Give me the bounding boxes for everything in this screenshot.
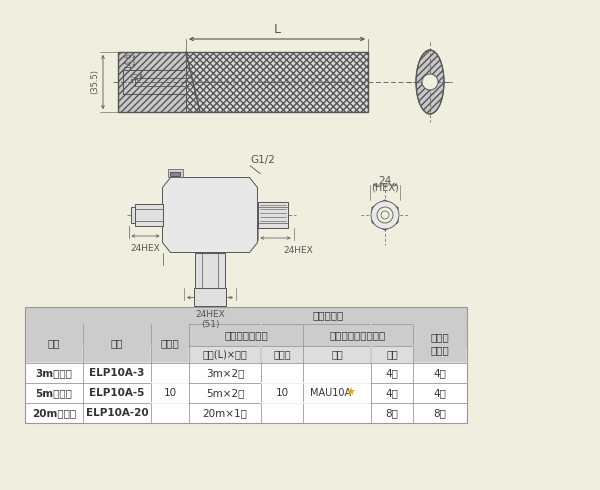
Text: 個数: 個数 bbox=[386, 349, 398, 360]
Text: 24HEX: 24HEX bbox=[131, 244, 160, 253]
Bar bbox=[134, 204, 163, 226]
Text: 5mパック: 5mパック bbox=[35, 388, 73, 398]
Bar bbox=[186, 52, 368, 112]
Text: (HEX): (HEX) bbox=[371, 182, 399, 192]
Bar bbox=[25, 324, 467, 346]
Bar bbox=[84, 308, 150, 362]
Bar bbox=[170, 172, 179, 175]
Text: 長さ(L)×本数: 長さ(L)×本数 bbox=[203, 349, 247, 360]
Polygon shape bbox=[167, 170, 182, 177]
Bar bbox=[257, 202, 287, 228]
Bar bbox=[25, 383, 467, 403]
Bar bbox=[25, 307, 467, 423]
Polygon shape bbox=[372, 200, 398, 230]
Circle shape bbox=[381, 211, 389, 219]
Text: 継手用
保温材: 継手用 保温材 bbox=[431, 332, 449, 355]
Bar bbox=[262, 308, 302, 323]
Text: 3mパック: 3mパック bbox=[35, 368, 73, 378]
Text: ユニオンアダプター: ユニオンアダプター bbox=[330, 330, 386, 340]
Text: MAU10A: MAU10A bbox=[310, 388, 352, 398]
Text: 14.6: 14.6 bbox=[124, 52, 133, 70]
Text: 名称: 名称 bbox=[48, 339, 60, 348]
Bar bbox=[118, 52, 368, 112]
Text: 保温厚: 保温厚 bbox=[273, 349, 291, 360]
Text: ★: ★ bbox=[345, 388, 355, 398]
Bar bbox=[26, 308, 82, 362]
Bar bbox=[152, 404, 188, 422]
Bar bbox=[195, 252, 225, 288]
Text: G1/2: G1/2 bbox=[250, 155, 275, 165]
Text: 20m×1本: 20m×1本 bbox=[203, 408, 247, 418]
Bar bbox=[262, 364, 302, 382]
Text: 3m×2本: 3m×2本 bbox=[206, 368, 244, 378]
Text: 5m×2本: 5m×2本 bbox=[206, 388, 244, 398]
Text: 保温材付ホース: 保温材付ホース bbox=[224, 330, 268, 340]
Bar bbox=[152, 308, 188, 362]
Text: 呼び径: 呼び径 bbox=[161, 339, 179, 348]
Text: ELP10A-20: ELP10A-20 bbox=[86, 408, 148, 418]
Bar bbox=[152, 384, 188, 402]
Text: 4個: 4個 bbox=[386, 388, 398, 398]
Text: ELP10A-5: ELP10A-5 bbox=[89, 388, 145, 398]
Bar bbox=[262, 384, 302, 402]
Bar bbox=[152, 364, 188, 382]
Bar bbox=[118, 52, 186, 112]
Polygon shape bbox=[163, 177, 257, 252]
Bar bbox=[25, 363, 467, 383]
Text: 8個: 8個 bbox=[386, 408, 398, 418]
Text: (35.5): (35.5) bbox=[90, 70, 99, 95]
Text: 24HEX: 24HEX bbox=[284, 246, 313, 255]
Text: 24: 24 bbox=[379, 176, 392, 186]
Bar bbox=[414, 308, 466, 362]
Circle shape bbox=[422, 74, 438, 90]
Text: 品番: 品番 bbox=[111, 339, 123, 348]
Text: 4個: 4個 bbox=[386, 368, 398, 378]
Bar bbox=[372, 308, 412, 323]
Bar bbox=[118, 52, 186, 112]
Bar bbox=[304, 384, 370, 402]
Text: 8個: 8個 bbox=[434, 408, 446, 418]
Ellipse shape bbox=[416, 50, 444, 114]
Bar bbox=[131, 207, 134, 223]
Text: ELP10A-3: ELP10A-3 bbox=[89, 368, 145, 378]
Text: 10: 10 bbox=[275, 388, 289, 398]
Text: 4個: 4個 bbox=[434, 368, 446, 378]
Bar bbox=[25, 346, 467, 363]
Bar bbox=[304, 404, 370, 422]
Text: セット内容: セット内容 bbox=[313, 311, 344, 320]
Text: L: L bbox=[274, 23, 281, 36]
Text: 4個: 4個 bbox=[434, 388, 446, 398]
Text: 品番: 品番 bbox=[331, 349, 343, 360]
Text: 10: 10 bbox=[163, 388, 176, 398]
Bar bbox=[304, 364, 370, 382]
Bar bbox=[25, 307, 467, 324]
Circle shape bbox=[377, 207, 393, 223]
Circle shape bbox=[371, 201, 399, 229]
Text: 20mパック: 20mパック bbox=[32, 408, 76, 418]
Bar bbox=[194, 288, 226, 305]
Text: 10: 10 bbox=[131, 71, 140, 81]
Bar bbox=[25, 403, 467, 423]
Bar bbox=[262, 404, 302, 422]
Text: 24HEX: 24HEX bbox=[195, 310, 225, 318]
Text: (51): (51) bbox=[201, 319, 219, 328]
Bar bbox=[304, 308, 370, 323]
